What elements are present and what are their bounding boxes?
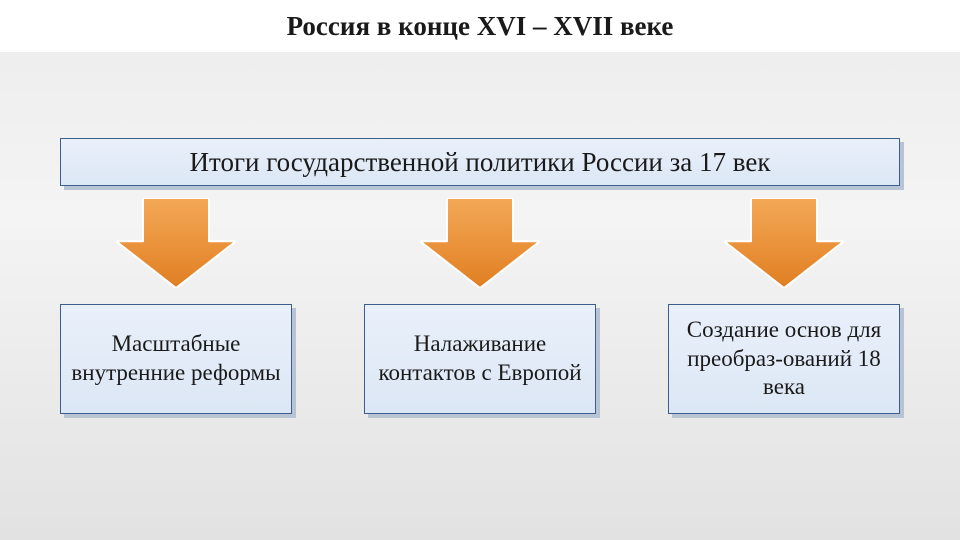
arrow-2	[420, 198, 540, 293]
arrow-3	[724, 198, 844, 293]
outcome-text-3: Создание основ для преобраз-ований 18 ве…	[679, 316, 889, 402]
top-summary-box: Итоги государственной политики России за…	[60, 138, 900, 186]
page-title: Россия в конце XVI – XVII веке	[287, 11, 674, 42]
title-bar: Россия в конце XVI – XVII веке	[0, 0, 960, 52]
outcome-box-2: Налаживание контактов с Европой	[364, 304, 596, 414]
outcome-text-1: Масштабные внутренние реформы	[71, 330, 281, 388]
outcome-box-3: Создание основ для преобраз-ований 18 ве…	[668, 304, 900, 414]
outcome-box-1: Масштабные внутренние реформы	[60, 304, 292, 414]
diagram-content: Итоги государственной политики России за…	[0, 52, 960, 540]
outcome-text-2: Налаживание контактов с Европой	[375, 330, 585, 388]
arrow-1	[116, 198, 236, 293]
top-summary-text: Итоги государственной политики России за…	[190, 147, 771, 178]
